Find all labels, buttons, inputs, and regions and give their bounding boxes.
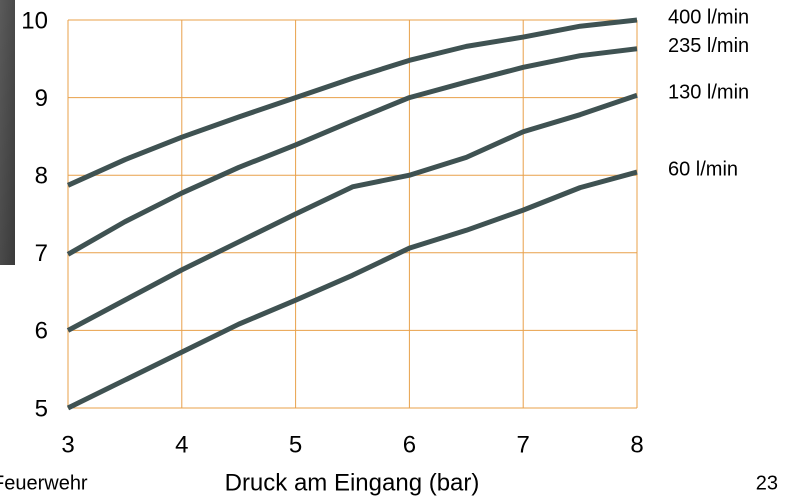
x-axis-title: Druck am Eingang (bar) bbox=[225, 469, 480, 496]
series-label: 130 l/min bbox=[668, 82, 749, 104]
y-tick-label: 6 bbox=[35, 318, 48, 345]
line bbox=[68, 95, 637, 330]
x-tick-label: 3 bbox=[61, 431, 74, 458]
y-tick-label: 9 bbox=[35, 85, 48, 112]
slide: Feuerwehr 23 Druck am Eingang (bar) 5 6 7 8… bbox=[0, 0, 798, 498]
series-label: 400 l/min bbox=[668, 6, 749, 28]
footer-left: Feuerwehr bbox=[0, 472, 88, 494]
line bbox=[68, 20, 637, 185]
x-tick-label: 7 bbox=[517, 431, 530, 458]
series-label: 60 l/min bbox=[668, 158, 738, 180]
y-tick-label: 8 bbox=[35, 163, 48, 190]
x-tick-label: 8 bbox=[630, 431, 643, 458]
y-tick-label: 5 bbox=[35, 395, 48, 422]
y-tick-label: 10 bbox=[21, 7, 48, 34]
y-tick-label: 7 bbox=[35, 240, 48, 267]
x-tick-label: 4 bbox=[175, 431, 188, 458]
photo-strip bbox=[0, 0, 15, 265]
page-number: 23 bbox=[756, 472, 778, 494]
series-label: 235 l/min bbox=[668, 35, 749, 57]
x-tick-label: 6 bbox=[403, 431, 416, 458]
x-tick-label: 5 bbox=[289, 431, 302, 458]
